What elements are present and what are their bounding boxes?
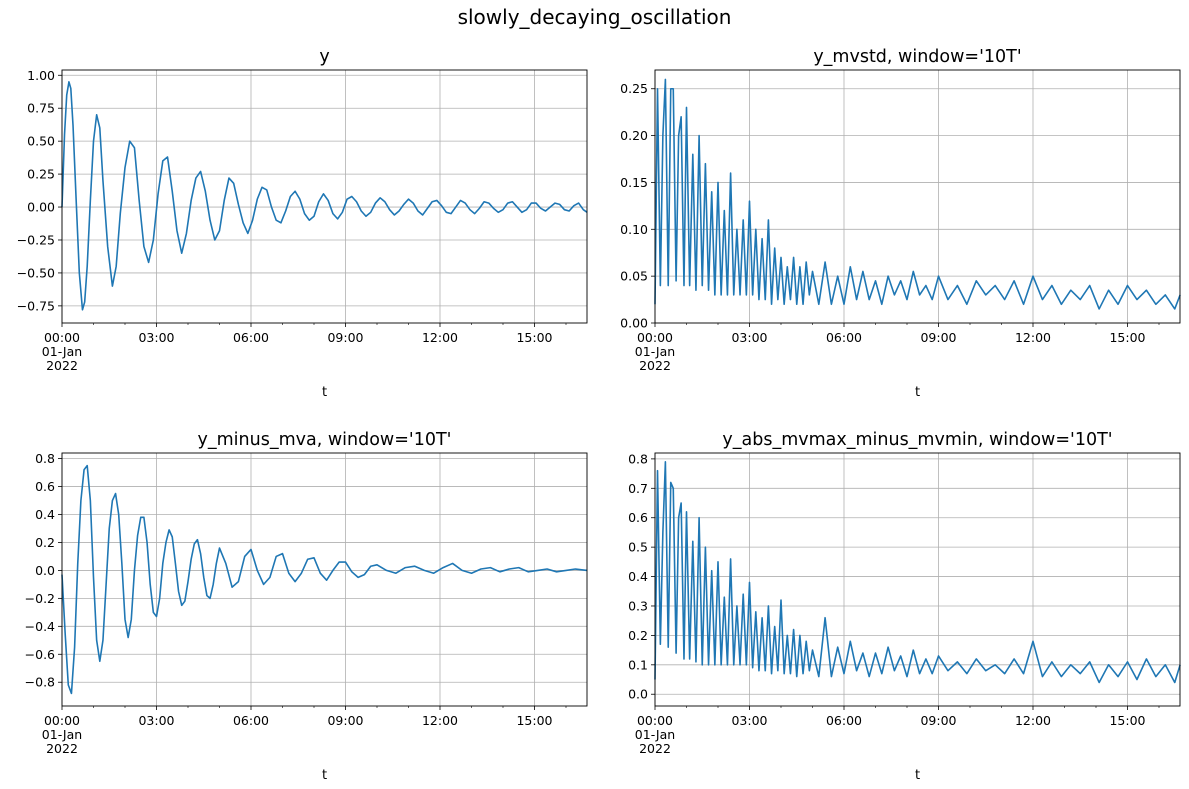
- x-axis-label: t: [322, 768, 327, 783]
- axes-frame: [654, 452, 1181, 707]
- y-tick-label: 0.25: [27, 167, 55, 182]
- x-tick-label: 00:00: [44, 330, 80, 345]
- x-tick-label: 03:00: [731, 330, 767, 345]
- x-axis-label: t: [915, 768, 920, 783]
- y-tick-label: 0.3: [628, 598, 648, 613]
- y-tick-label: 0.25: [620, 81, 648, 96]
- y-tick-label: −0.6: [25, 647, 55, 662]
- x-tick-label: 00:00: [637, 713, 673, 728]
- x-year-label: 2022: [46, 741, 78, 756]
- x-tick-label: 06:00: [233, 713, 269, 728]
- figure-suptitle: slowly_decaying_oscillation: [457, 5, 732, 29]
- subplot-title: y_mvstd, window='10T': [813, 47, 1021, 67]
- x-year-label: 2022: [639, 358, 671, 373]
- series-line: [654, 461, 1181, 684]
- x-tick-label: 06:00: [826, 713, 862, 728]
- y-tick-label: 0.4: [35, 507, 55, 522]
- x-tick-label: 06:00: [233, 330, 269, 345]
- y-tick-label: 0.7: [628, 481, 648, 496]
- y-tick-label: −0.8: [25, 675, 55, 690]
- y-tick-label: 1.00: [27, 68, 55, 83]
- x-tick-label: 09:00: [920, 330, 956, 345]
- y-tick-label: 0.8: [628, 451, 648, 466]
- y-tick-label: 0.10: [620, 222, 648, 237]
- x-tick-label: 09:00: [327, 330, 363, 345]
- y-tick-label: 0.50: [27, 134, 55, 149]
- y-tick-label: 0.6: [628, 510, 648, 525]
- x-year-label: 2022: [639, 741, 671, 756]
- x-date-label: 01-Jan: [42, 344, 82, 359]
- series-line: [61, 81, 588, 311]
- y-tick-label: 0.8: [35, 451, 55, 466]
- subplot-title: y_minus_mva, window='10T': [198, 430, 452, 450]
- subplot-1: −0.75 −0.50 −0.25 0.00 0.25 0.50 0.75 1.00 00:00…: [17, 47, 588, 400]
- x-tick-label: 09:00: [920, 713, 956, 728]
- x-tick-label: 00:00: [637, 330, 673, 345]
- y-tick-label: 0.6: [35, 479, 55, 494]
- y-tick-label: 0.05: [620, 269, 648, 284]
- x-tick-label: 03:00: [138, 330, 174, 345]
- y-tick-label: 0.2: [35, 535, 55, 550]
- x-year-label: 2022: [46, 358, 78, 373]
- y-tick-label: −0.50: [17, 265, 55, 280]
- series-line: [654, 78, 1181, 310]
- series-line: [61, 464, 588, 695]
- y-tick-label: −0.2: [25, 591, 55, 606]
- y-tick-label: 0.75: [27, 101, 55, 116]
- y-tick-label: 0.0: [35, 563, 55, 578]
- y-tick-label: 0.4: [628, 569, 648, 584]
- x-tick-label: 12:00: [1015, 713, 1051, 728]
- x-tick-label: 12:00: [422, 330, 458, 345]
- x-tick-label: 09:00: [327, 713, 363, 728]
- axes-frame: [654, 69, 1181, 324]
- subplot-title: y_abs_mvmax_minus_mvmin, window='10T': [722, 430, 1112, 450]
- y-tick-label: −0.4: [25, 619, 55, 634]
- x-date-label: 01-Jan: [635, 344, 675, 359]
- axes-frame: [61, 452, 588, 707]
- x-date-label: 01-Jan: [42, 727, 82, 742]
- subplot-3: −0.8 −0.6 −0.4 −0.2 0.0 0.2 0.4 0.6 0.8 00:00 03:0…: [25, 430, 588, 783]
- y-tick-label: 0.15: [620, 175, 648, 190]
- subplot-4: 0.0 0.1 0.2 0.3 0.4 0.5 0.6 0.7 0.8 00:00 03:00 06:…: [628, 430, 1181, 783]
- x-tick-label: 15:00: [516, 713, 552, 728]
- subplot-2: 0.00 0.05 0.10 0.15 0.20 0.25 00:00 03:00 06:00 0…: [620, 47, 1181, 400]
- y-tick-label: −0.75: [17, 298, 55, 313]
- x-tick-label: 00:00: [44, 713, 80, 728]
- x-axis-label: t: [322, 385, 327, 400]
- x-date-label: 01-Jan: [635, 727, 675, 742]
- x-tick-label: 15:00: [1109, 330, 1145, 345]
- y-tick-label: 0.5: [628, 540, 648, 555]
- x-tick-label: 15:00: [1109, 713, 1145, 728]
- x-tick-label: 15:00: [516, 330, 552, 345]
- subplot-title: y: [319, 47, 329, 67]
- x-tick-label: 06:00: [826, 330, 862, 345]
- y-tick-label: 0.20: [620, 128, 648, 143]
- x-axis-label: t: [915, 385, 920, 400]
- y-tick-label: −0.25: [17, 232, 55, 247]
- x-tick-label: 12:00: [1015, 330, 1051, 345]
- x-tick-label: 12:00: [422, 713, 458, 728]
- y-tick-label: 0.1: [628, 657, 648, 672]
- y-tick-label: 0.0: [628, 687, 648, 702]
- y-tick-label: 0.00: [620, 316, 648, 331]
- x-tick-label: 03:00: [138, 713, 174, 728]
- x-tick-label: 03:00: [731, 713, 767, 728]
- y-tick-label: 0.00: [27, 200, 55, 215]
- y-tick-label: 0.2: [628, 628, 648, 643]
- axes-frame: [61, 69, 588, 324]
